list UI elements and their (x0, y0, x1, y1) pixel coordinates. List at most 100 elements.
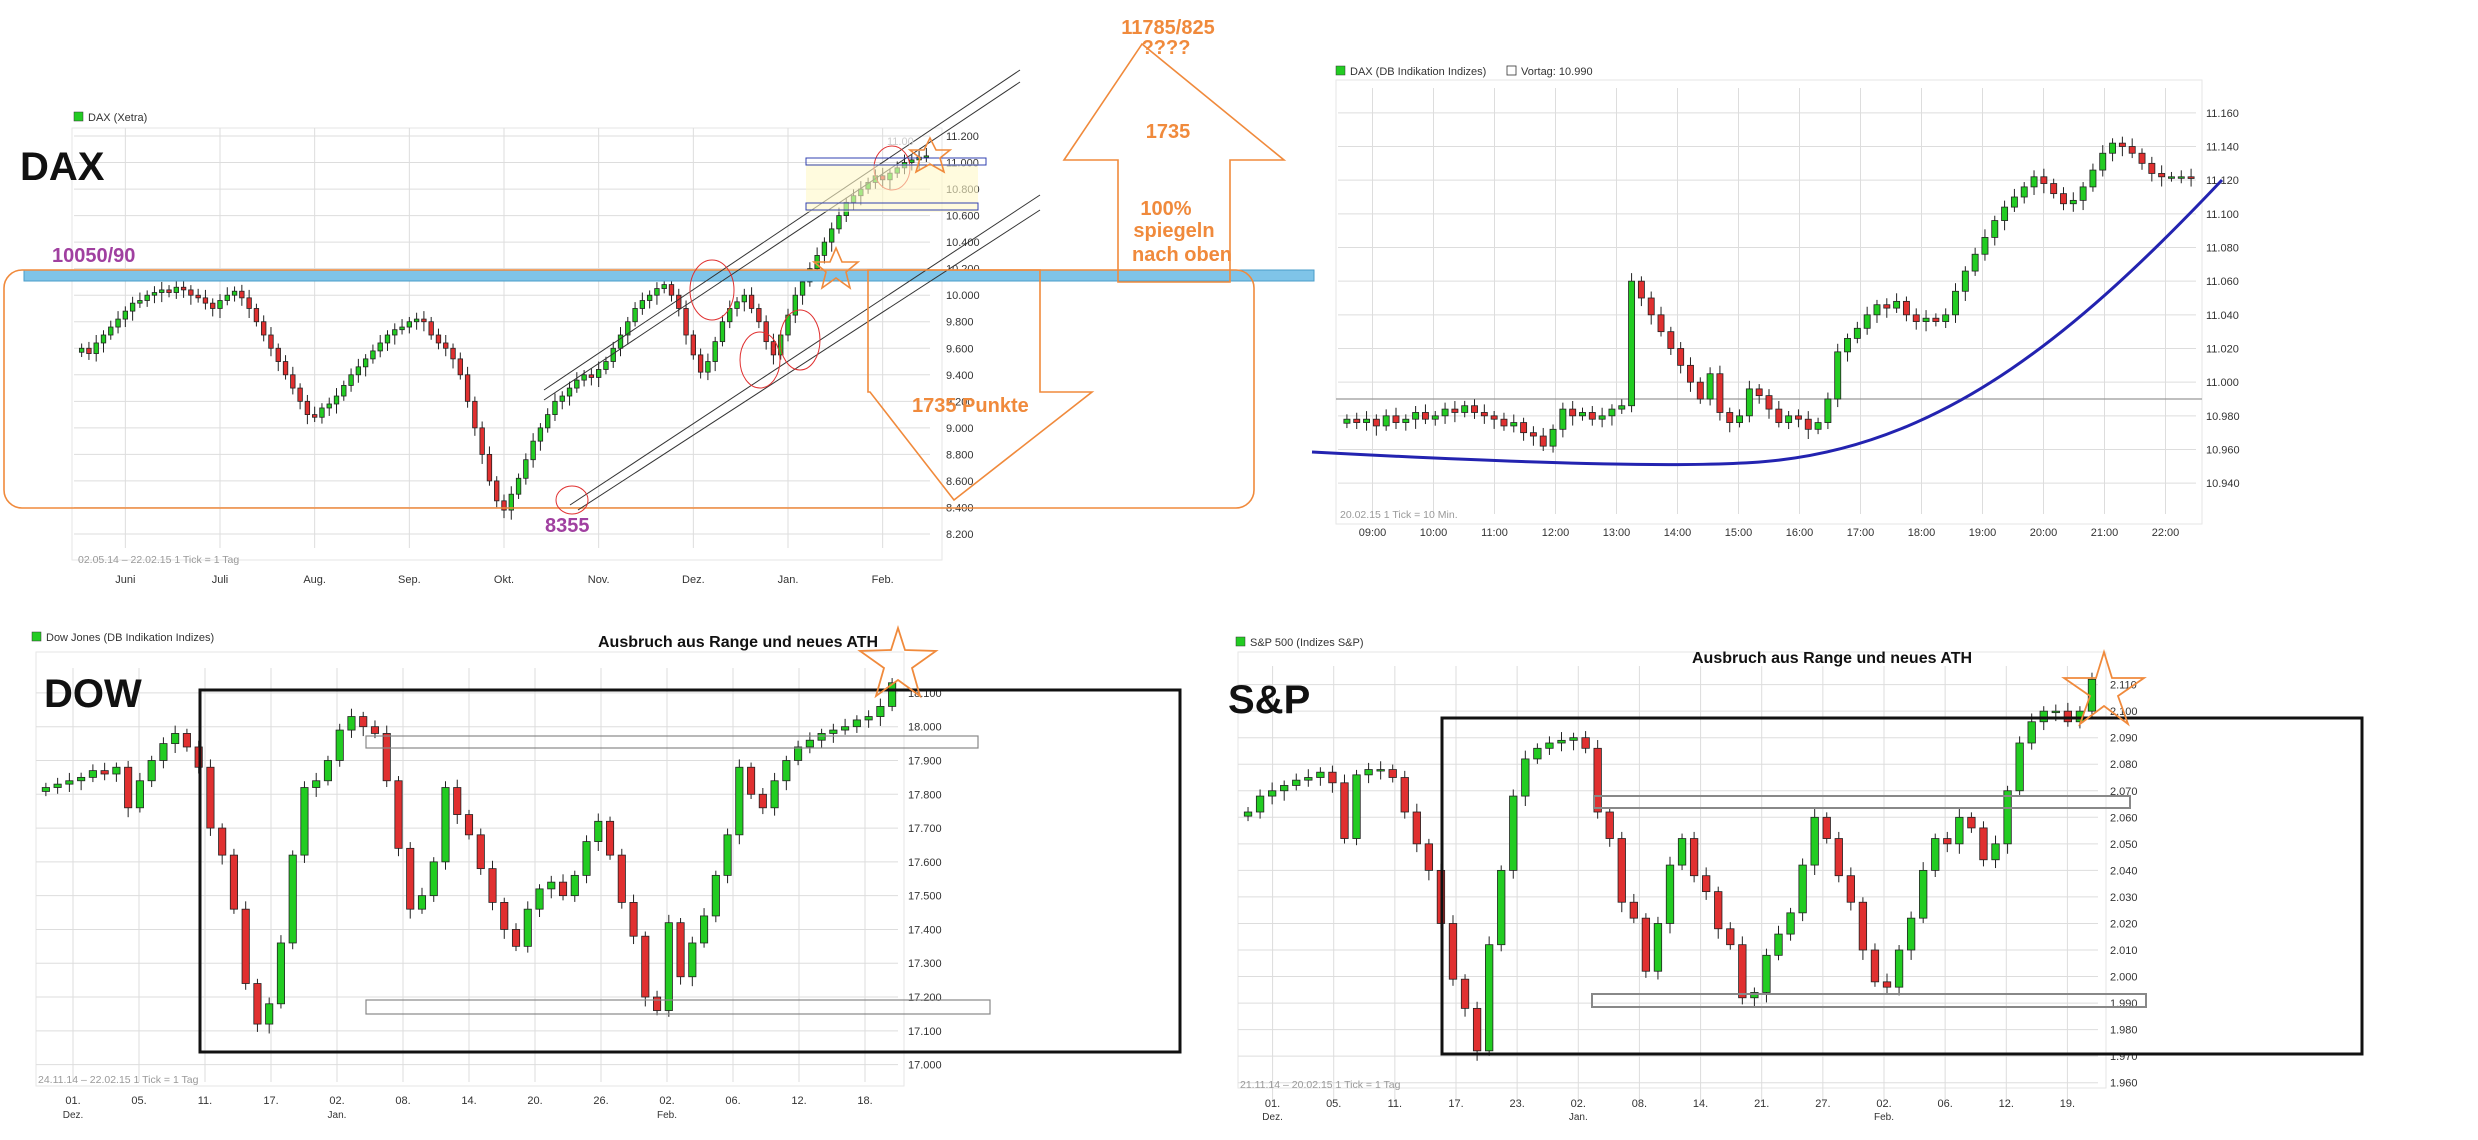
y-tick-label: 10.940 (2206, 478, 2240, 490)
candle-body (1883, 304, 1891, 309)
candle-body (530, 440, 536, 461)
candle-body (617, 854, 626, 903)
candle-body (2001, 206, 2009, 221)
y-tick-label: 17.200 (908, 992, 942, 1004)
candle-body (735, 766, 744, 836)
sp-gridlines (1238, 666, 2098, 1102)
candle-body (1932, 317, 1940, 322)
sp-y-axis: 1.9601.9701.9801.9902.0002.0102.0202.030… (2110, 680, 2138, 1090)
candle-body (1687, 364, 1694, 383)
candle-body (370, 726, 380, 734)
candle-body (2040, 176, 2048, 184)
candle-body (151, 292, 158, 296)
candle-body (1340, 782, 1349, 839)
y-tick-label: 8.600 (946, 476, 974, 488)
touch-circle-2 (739, 331, 781, 389)
x-tick-label: Okt. (494, 574, 514, 586)
x-tick-label: 05. (131, 1095, 146, 1107)
y-tick-label: 11.100 (2206, 209, 2239, 221)
candle-body (1364, 769, 1373, 776)
intraday-gridlines (1338, 88, 2196, 514)
x-subtick-label: Feb. (657, 1110, 677, 1121)
sp-x-axis: 01. 05. 11. 17. 23. 02. 08. 14. 21. 27. 02. 06. 12. 1… (1262, 1098, 2075, 1123)
dax-gridlines (74, 128, 930, 548)
candle-body (1942, 314, 1950, 322)
candle-body (359, 716, 368, 728)
sp-star (2061, 648, 2147, 727)
candle-body (1412, 412, 1420, 420)
y-tick-label: 10.400 (946, 237, 980, 249)
support-label: 10050/90 (52, 245, 135, 267)
candle-body (1382, 415, 1390, 427)
candle-body (1967, 816, 1976, 829)
candle-body (1834, 351, 1842, 400)
candle-body (661, 284, 667, 289)
candle-body (676, 294, 682, 309)
candle-body (1726, 928, 1735, 946)
candle-body (852, 719, 861, 728)
candle-body (1822, 816, 1831, 839)
candle-body (241, 908, 250, 984)
candle-body (1460, 978, 1470, 1009)
dow-breakout-text: Ausbruch aus Range und neues ATH (598, 634, 878, 651)
candle-body (112, 766, 121, 775)
y-tick-label: 2.010 (2110, 945, 2138, 957)
candle-body (646, 294, 653, 301)
dax-legend: DAX (Xetra) (88, 112, 147, 124)
support-band (23, 269, 1315, 282)
dow-legend: Dow Jones (DB Indikation Indizes) (46, 632, 214, 644)
x-tick-label: 26. (593, 1095, 608, 1107)
candle-body (1902, 300, 1910, 316)
candle-body (1653, 923, 1663, 972)
intraday-y-axis: 10.940 10.960 10.980 11.000 11.020 11.040 11.0… (2206, 108, 2240, 490)
candle-body (443, 342, 449, 349)
candle-body (312, 414, 318, 418)
y-tick-label: 10.980 (2206, 411, 2240, 423)
x-tick-label: 05. (1326, 1098, 1341, 1110)
candle-body (231, 290, 238, 296)
candle-body (511, 929, 521, 947)
candle-body (137, 300, 143, 304)
y-tick-label: 2.060 (2110, 812, 2138, 824)
candle-body (639, 300, 646, 309)
touch-circle-5 (555, 485, 589, 515)
x-tick-label: 15:00 (1725, 527, 1753, 539)
candle-body (700, 915, 709, 944)
touch-circle-3 (779, 309, 821, 371)
y-tick-label: 18.000 (908, 722, 942, 734)
sp-legend-swatch (1235, 636, 1246, 647)
consolidation-zone (806, 164, 978, 212)
candle-body (1497, 869, 1506, 946)
candle-body (641, 935, 650, 998)
candle-body (2051, 710, 2060, 714)
candle-body (88, 770, 97, 778)
y-tick-label: 17.300 (908, 958, 942, 970)
candle-body (1431, 415, 1439, 420)
candle-body (1510, 422, 1518, 427)
candle-body (1931, 838, 1940, 871)
candle-body (1677, 838, 1687, 866)
x-tick-label: Sep. (398, 574, 421, 586)
x-tick-label: 01. (1265, 1098, 1280, 1110)
y-tick-label: 1.960 (2110, 1078, 2138, 1090)
candle-body (382, 733, 391, 782)
candle-body (582, 841, 591, 876)
x-subtick-label: Jan. (1569, 1112, 1588, 1123)
candle-body (1471, 405, 1478, 413)
candle-body (676, 922, 685, 978)
candle-body (1500, 418, 1508, 427)
y-tick-label: 2.020 (2110, 918, 2138, 930)
candle-body (794, 746, 803, 761)
candle-body (188, 289, 194, 296)
candle-body (1991, 843, 2000, 861)
target-label: 11785/825 (1121, 17, 1214, 39)
x-tick-label: Jan. (778, 574, 799, 586)
down-arrow (867, 269, 1095, 502)
y-tick-label: 11.080 (2206, 243, 2239, 255)
candle-body (288, 854, 297, 944)
candle-body (100, 770, 109, 775)
x-tick-label: 01. (65, 1095, 80, 1107)
x-subtick-label: Dez. (63, 1110, 84, 1121)
candle-body (300, 787, 309, 856)
candle-body (1894, 949, 1904, 988)
